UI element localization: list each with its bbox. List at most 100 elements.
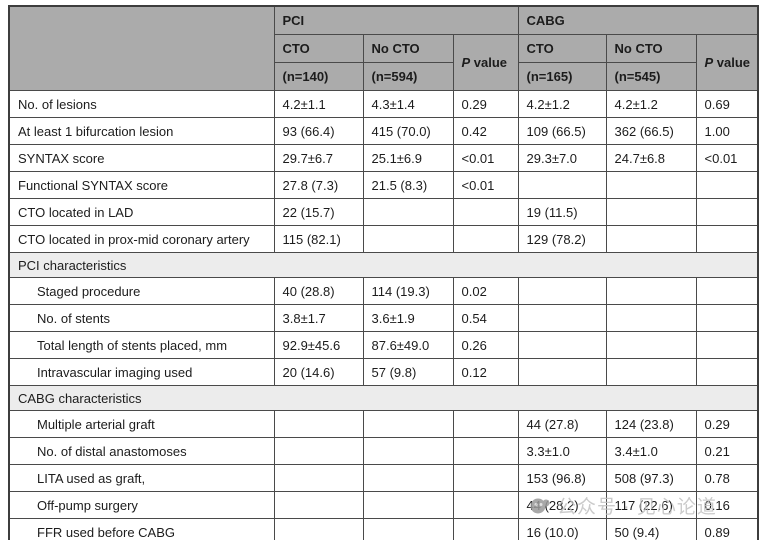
cell bbox=[695, 358, 759, 386]
table-row: Total length of stents placed, mm 92.9±45… bbox=[8, 331, 759, 359]
cell: 44 (28.2) bbox=[517, 491, 607, 519]
cell: 0.42 bbox=[452, 117, 519, 145]
cell: 0.54 bbox=[452, 304, 519, 332]
table-row: FFR used before CABG 16 (10.0) 50 (9.4) 0.8… bbox=[8, 518, 759, 540]
cell bbox=[452, 464, 519, 492]
row-label: No. of stents bbox=[8, 304, 275, 332]
cell: 508 (97.3) bbox=[605, 464, 697, 492]
cell: 1.00 bbox=[695, 117, 759, 145]
cell: 22 (15.7) bbox=[273, 198, 364, 226]
table-row: Intravascular imaging used 20 (14.6) 57 (9… bbox=[8, 358, 759, 386]
cell: 4.2±1.2 bbox=[517, 90, 607, 118]
cell bbox=[517, 331, 607, 359]
cell: 0.29 bbox=[695, 410, 759, 438]
header-row-groups: PCI CABG bbox=[8, 5, 759, 91]
table-row: SYNTAX score 29.7±6.7 25.1±6.9 <0.01 29.3±7.… bbox=[8, 144, 759, 172]
cell: 29.7±6.7 bbox=[273, 144, 364, 172]
section-row: PCI characteristics bbox=[8, 252, 759, 278]
row-label: Staged procedure bbox=[8, 277, 275, 305]
row-label: SYNTAX score bbox=[8, 144, 275, 172]
cell: 0.89 bbox=[695, 518, 759, 540]
table-row: No. of lesions 4.2±1.1 4.3±1.4 0.29 4.2±1.2 4… bbox=[8, 90, 759, 118]
cell: 3.8±1.7 bbox=[273, 304, 364, 332]
row-label: LITA used as graft, bbox=[8, 464, 275, 492]
col-header-pci-pvalue: P value bbox=[452, 34, 519, 91]
cell: 129 (78.2) bbox=[517, 225, 607, 253]
cell bbox=[452, 491, 519, 519]
cell: 4.2±1.1 bbox=[273, 90, 364, 118]
cell bbox=[452, 410, 519, 438]
cell bbox=[273, 464, 364, 492]
cell: 3.4±1.0 bbox=[605, 437, 697, 465]
cell bbox=[452, 225, 519, 253]
cell bbox=[362, 225, 454, 253]
cell bbox=[517, 171, 607, 199]
cell bbox=[695, 277, 759, 305]
cell bbox=[362, 464, 454, 492]
header-row-n: (n=140) (n=594) (n=165) (n=545) bbox=[9, 62, 758, 91]
p-rest: value bbox=[713, 55, 751, 70]
group-header-cabg: CABG bbox=[517, 5, 759, 35]
cell bbox=[362, 491, 454, 519]
col-header-cabg-pvalue: P value bbox=[695, 34, 759, 91]
row-label: Functional SYNTAX score bbox=[8, 171, 275, 199]
group-header-pci: PCI bbox=[273, 5, 519, 35]
cell: 50 (9.4) bbox=[605, 518, 697, 540]
cell bbox=[605, 358, 697, 386]
cell bbox=[605, 331, 697, 359]
table-row: CTO located in LAD 22 (15.7) 19 (11.5) bbox=[8, 198, 759, 226]
cell: <0.01 bbox=[695, 144, 759, 172]
section-row: CABG characteristics bbox=[8, 385, 759, 411]
cell: 114 (19.3) bbox=[362, 277, 454, 305]
cell bbox=[695, 225, 759, 253]
row-label: FFR used before CABG bbox=[8, 518, 275, 540]
table-row: No. of distal anastomoses 3.3±1.0 3.4±1.0 0… bbox=[8, 437, 759, 465]
cell: 124 (23.8) bbox=[605, 410, 697, 438]
row-label: Total length of stents placed, mm bbox=[8, 331, 275, 359]
cell bbox=[362, 410, 454, 438]
cell bbox=[605, 304, 697, 332]
n-header-pci-nocto: (n=594) bbox=[362, 62, 454, 91]
row-label: Multiple arterial graft bbox=[8, 410, 275, 438]
cell bbox=[695, 331, 759, 359]
p-italic: P bbox=[461, 55, 471, 70]
cell: 153 (96.8) bbox=[517, 464, 607, 492]
table-row: Off-pump surgery 44 (28.2) 117 (22.6) 0.16 bbox=[8, 491, 759, 519]
cell bbox=[517, 277, 607, 305]
table-row: Functional SYNTAX score 27.8 (7.3) 21.5 (8… bbox=[8, 171, 759, 199]
table-row: CTO located in prox-mid coronary artery 1… bbox=[8, 225, 759, 253]
col-header-pci-nocto: No CTO bbox=[362, 34, 454, 63]
row-label: No. of lesions bbox=[8, 90, 275, 118]
cell: 16 (10.0) bbox=[517, 518, 607, 540]
cell bbox=[362, 198, 454, 226]
col-header-cabg-cto: CTO bbox=[517, 34, 607, 63]
section-label: PCI characteristics bbox=[8, 252, 759, 278]
table-row: No. of stents 3.8±1.7 3.6±1.9 0.54 bbox=[8, 304, 759, 332]
cell: 115 (82.1) bbox=[273, 225, 364, 253]
cell bbox=[605, 277, 697, 305]
cell: 0.78 bbox=[695, 464, 759, 492]
cell: 3.3±1.0 bbox=[517, 437, 607, 465]
cell bbox=[362, 437, 454, 465]
cell bbox=[695, 304, 759, 332]
table-row: At least 1 bifurcation lesion 93 (66.4) 41… bbox=[8, 117, 759, 145]
cell: <0.01 bbox=[452, 171, 519, 199]
cell: 24.7±6.8 bbox=[605, 144, 697, 172]
row-label: Intravascular imaging used bbox=[8, 358, 275, 386]
cell bbox=[605, 225, 697, 253]
cell bbox=[273, 518, 364, 540]
cell: 92.9±45.6 bbox=[273, 331, 364, 359]
cell: 27.8 (7.3) bbox=[273, 171, 364, 199]
cell: 4.3±1.4 bbox=[362, 90, 454, 118]
cell bbox=[517, 304, 607, 332]
cell: 0.69 bbox=[695, 90, 759, 118]
col-header-cabg-nocto: No CTO bbox=[605, 34, 697, 63]
cell bbox=[273, 437, 364, 465]
cell: 0.12 bbox=[452, 358, 519, 386]
cell bbox=[605, 171, 697, 199]
cell: 3.6±1.9 bbox=[362, 304, 454, 332]
cell: 0.29 bbox=[452, 90, 519, 118]
cell: 4.2±1.2 bbox=[605, 90, 697, 118]
cell bbox=[452, 518, 519, 540]
